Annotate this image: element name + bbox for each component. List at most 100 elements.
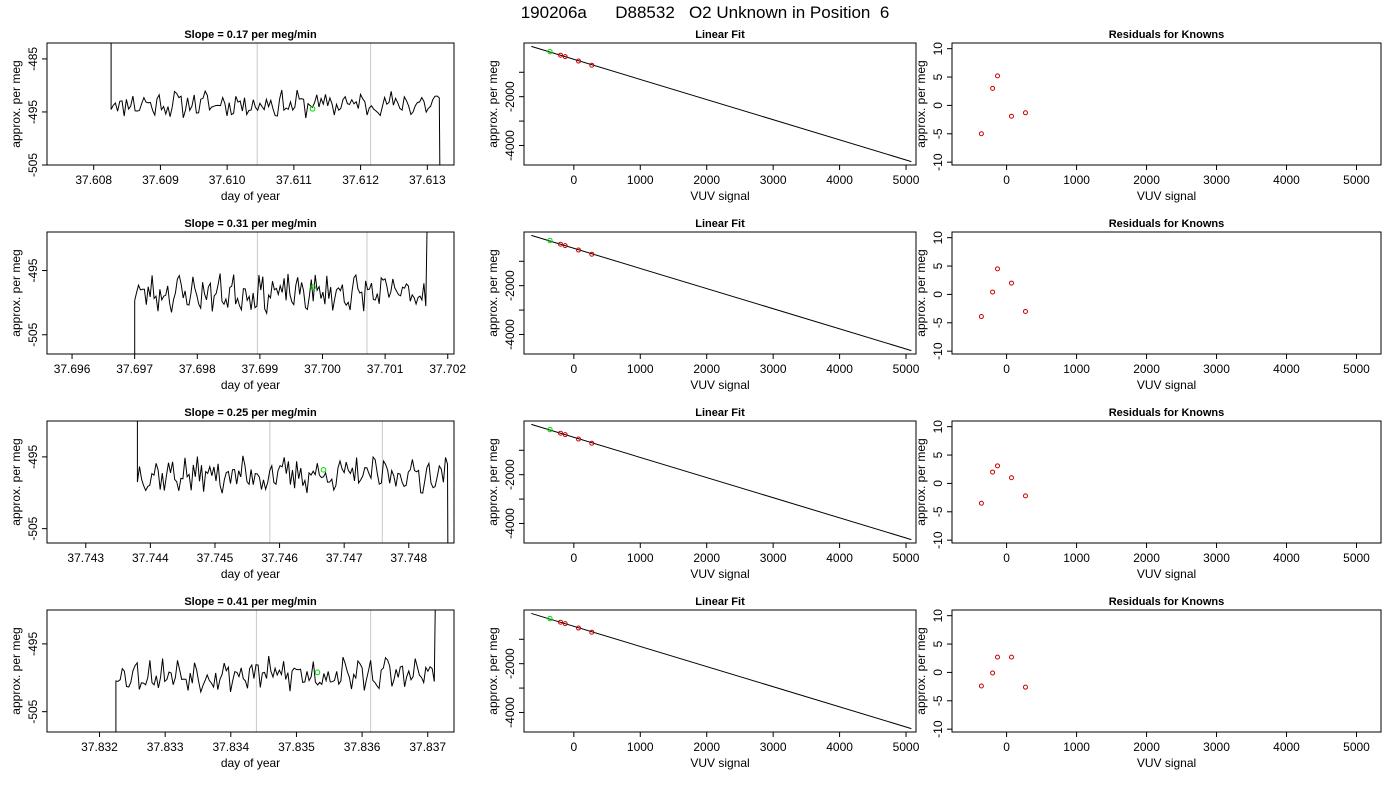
known-point [558,619,564,625]
x-tick-label: 2000 [1133,551,1160,565]
x-tick-label: 4000 [1273,551,1300,565]
unknown-point [547,237,553,244]
x-axis-label: VUV signal [690,378,749,392]
x-tick-label: 1000 [1063,551,1090,565]
plot-frame [46,42,455,166]
y-tick-label: -10 [931,720,945,738]
y-axis-label: approx. per meg [9,438,23,525]
known-point [589,251,595,257]
chart-panel-linear-4: Linear Fit 0 1000 2000 3000 4000 5000 VUV signa… [486,596,920,770]
x-tick-label: 37.701 [367,362,404,376]
y-tick-label: -5 [931,506,945,517]
x-tick-label: 4000 [826,173,853,187]
unknown-point [547,426,553,433]
unknown-point [547,615,553,622]
figure-title: 190206a D88532 O2 Unknown in Position 6 [521,3,890,22]
chart-title: Slope = 0.31 per meg/min [184,218,317,230]
x-tick-label: 0 [1003,362,1010,376]
x-tick-label: 2000 [693,173,720,187]
x-axis-label: VUV signal [690,567,749,581]
residual-point [994,654,1000,660]
chart-panel-linear-1: Linear Fit 0 1000 2000 3000 4000 5000 VUV signa… [486,29,920,203]
fit-line [531,423,912,541]
residual-point [978,500,984,506]
y-tick-label: 0 [931,102,945,109]
y-tick-label: -505 [26,153,40,177]
x-axis-label: VUV signal [1137,378,1196,392]
residual-point [994,463,1000,469]
residual-point [978,314,984,320]
x-axis-label: VUV signal [690,189,749,203]
x-axis-label: VUV signal [1137,189,1196,203]
x-tick-label: 5000 [1343,551,1370,565]
residual-point [990,289,996,295]
series-line [115,610,436,732]
x-tick-label: 4000 [1273,362,1300,376]
residual-point [990,670,996,676]
x-tick-label: 37.836 [344,740,381,754]
x-tick-label: 37.743 [67,551,104,565]
plot-frame [951,231,1382,355]
chart-title: Residuals for Knowns [1109,407,1225,419]
y-axis-label: approx. per meg [486,627,500,714]
chart-panel-timeseries-4: Slope = 0.41 per meg/min 37.832 37.833 37.8… [9,596,455,770]
y-tick-label: 5 [931,640,945,647]
residual-point [994,266,1000,272]
x-tick-label: 4000 [1273,740,1300,754]
plot-frame [951,609,1382,733]
plot-frame [46,420,455,544]
x-tick-label: 37.699 [242,362,279,376]
y-tick-label: 5 [931,262,945,269]
y-tick-label: -4000 [503,130,517,161]
known-point [589,440,595,446]
plot-frame [951,42,1382,166]
x-tick-label: 2000 [1133,362,1160,376]
x-tick-label: 1000 [627,551,654,565]
y-axis-label: approx. per meg [9,60,23,147]
known-point [562,621,568,627]
plot-frame [46,231,455,355]
y-tick-label: -2000 [503,459,517,490]
plot-frame [523,609,917,733]
series-line [134,232,428,354]
y-tick-label: 5 [931,73,945,80]
fit-line [531,612,912,730]
x-axis-label: day of year [221,189,280,203]
y-axis-label: approx. per meg [9,627,23,714]
x-tick-label: 5000 [893,551,920,565]
chart-panel-timeseries-1: Slope = 0.17 per meg/min 37.608 37.609 37.6… [9,29,455,203]
x-tick-label: 37.608 [75,173,112,187]
y-tick-label: -2000 [503,648,517,679]
x-tick-label: 1000 [1063,173,1090,187]
x-tick-label: 2000 [693,362,720,376]
known-point [558,52,564,58]
x-tick-label: 3000 [760,740,787,754]
residual-point [1022,308,1028,314]
y-axis-label: approx. per meg [914,627,928,714]
x-tick-label: 3000 [1203,362,1230,376]
residual-point [1008,654,1014,660]
x-tick-label: 37.612 [342,173,379,187]
fit-line [531,45,912,163]
x-axis-label: day of year [221,378,280,392]
plot-area [134,232,428,354]
x-tick-label: 4000 [826,740,853,754]
y-tick-label: 5 [931,451,945,458]
residual-point [1022,684,1028,690]
known-point [562,54,568,60]
residual-point [978,683,984,689]
x-tick-label: 37.746 [261,551,298,565]
known-point [575,247,581,253]
y-tick-label: -4000 [503,697,517,728]
chart-panel-linear-2: Linear Fit 0 1000 2000 3000 4000 5000 VUV signa… [486,218,920,392]
y-axis-label: approx. per meg [914,438,928,525]
plot-frame [523,231,917,355]
fit-line [531,234,912,352]
chart-panel-timeseries-3: Slope = 0.25 per meg/min 37.743 37.744 37.7… [9,407,455,581]
y-tick-label: -4000 [503,508,517,539]
known-point [558,241,564,247]
y-tick-label: -10 [931,531,945,549]
residual-point [1008,475,1014,481]
x-tick-label: 0 [570,740,577,754]
chart-panel-residuals-1: Residuals for Knowns 0 1000 2000 3000 4000 500… [914,29,1382,203]
